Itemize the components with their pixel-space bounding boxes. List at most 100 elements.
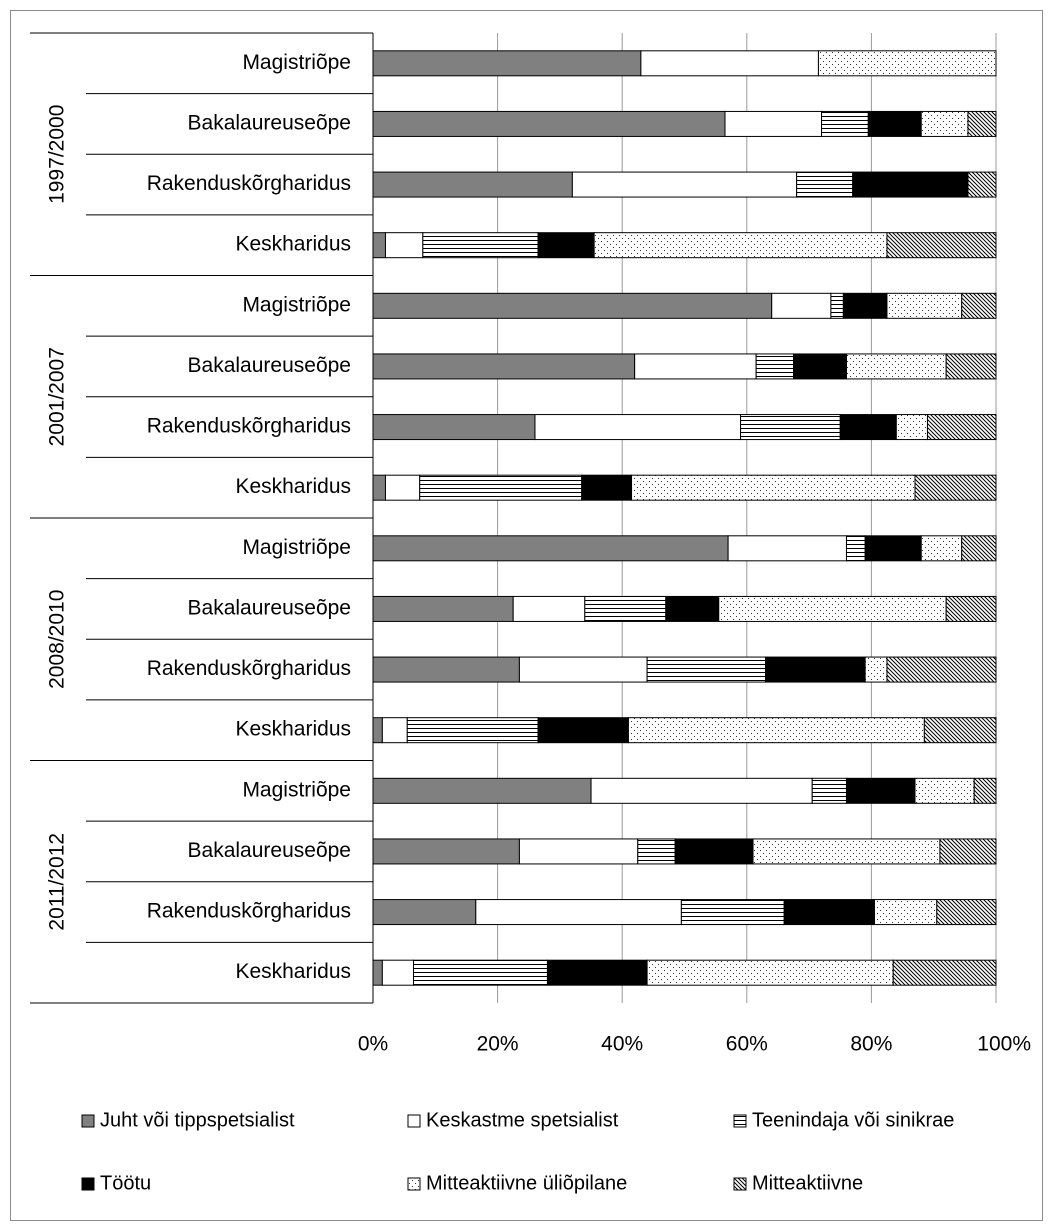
bar-segment-mitteaktiivne <box>923 717 997 744</box>
bar-segment-teenindaja-voi-sinikrae <box>811 777 847 804</box>
bar-segment-tootu <box>793 353 847 380</box>
bar-segment-mitteaktiivne <box>967 110 997 137</box>
bar-segment-juht-voi-tippspetsialist <box>372 595 514 622</box>
bar-segment-teenindaja-voi-sinikrae <box>412 959 548 986</box>
bar-segment-teenindaja-voi-sinikrae <box>406 717 539 744</box>
bar-segment-tootu <box>537 232 595 259</box>
x-tick-label: 40% <box>601 1033 643 1056</box>
category-label: Rakenduskõrgharidus <box>147 415 351 438</box>
bar-segment-mitteaktiivne <box>945 353 997 380</box>
bar-segment-teenindaja-voi-sinikrae <box>422 232 539 259</box>
x-tick-label: 80% <box>850 1033 892 1056</box>
bar-segment-mitteaktiivne-uliopilane <box>646 959 894 986</box>
category-label: Keskharidus <box>235 233 351 256</box>
bar-segment-juht-voi-tippspetsialist <box>372 959 383 986</box>
legend-swatch-mitteaktiivne-uliopilane <box>407 1177 421 1191</box>
bar-segment-mitteaktiivne <box>936 899 997 926</box>
group-label: 1997/2000 <box>46 105 69 204</box>
legend-swatch-keskastme-spetsialist <box>407 1114 421 1128</box>
bar-segment-juht-voi-tippspetsialist <box>372 414 536 441</box>
legend-label-tootu: Töötu <box>100 1172 151 1194</box>
bar-segment-keskastme-spetsialist <box>724 110 823 137</box>
bar-segment-keskastme-spetsialist <box>534 414 742 441</box>
legend-label-keskastme-spetsialist: Keskastme spetsialist <box>426 1109 619 1131</box>
bar-segment-juht-voi-tippspetsialist <box>372 50 642 77</box>
bar-segment-mitteaktiivne-uliopilane <box>920 535 963 562</box>
x-tick-label: 20% <box>477 1033 519 1056</box>
bar-segment-keskastme-spetsialist <box>518 838 639 865</box>
bar-segment-mitteaktiivne <box>961 292 997 319</box>
bar-segment-keskastme-spetsialist <box>384 232 424 259</box>
bar-segment-tootu <box>842 292 888 319</box>
bar-segment-teenindaja-voi-sinikrae <box>680 899 785 926</box>
category-label: Rakenduskõrgharidus <box>147 657 351 680</box>
bar-segment-keskastme-spetsialist <box>640 50 819 77</box>
category-label: Magistriõpe <box>242 536 351 559</box>
bar-segment-tootu <box>537 717 629 744</box>
bar-segment-mitteaktiivne <box>973 777 997 804</box>
bar-segment-teenindaja-voi-sinikrae <box>646 656 766 683</box>
legend-swatch-tootu <box>81 1177 95 1191</box>
bar-segment-mitteaktiivne-uliopilane <box>631 474 916 501</box>
bar-segment-tootu <box>674 838 754 865</box>
bar-segment-mitteaktiivne-uliopilane <box>914 777 975 804</box>
category-label: Keskharidus <box>235 718 351 741</box>
category-label: Rakenduskõrgharidus <box>147 172 351 195</box>
bar-segment-keskastme-spetsialist <box>475 899 682 926</box>
bar-segment-keskastme-spetsialist <box>571 171 798 198</box>
category-label: Bakalaureuseõpe <box>188 111 351 134</box>
x-tick-label: 0% <box>358 1033 388 1056</box>
category-label: Keskharidus <box>235 960 351 983</box>
bar-segment-mitteaktiivne <box>961 535 997 562</box>
bar-segment-mitteaktiivne-uliopilane <box>886 292 963 319</box>
category-label: Bakalaureuseõpe <box>188 596 351 619</box>
bar-segment-mitteaktiivne <box>914 474 997 501</box>
bar-segment-mitteaktiivne <box>892 959 997 986</box>
bar-segment-mitteaktiivne <box>886 232 997 259</box>
bar-segment-juht-voi-tippspetsialist <box>372 899 477 926</box>
bar-segment-keskastme-spetsialist <box>590 777 813 804</box>
bar-segment-teenindaja-voi-sinikrae <box>845 535 866 562</box>
bar-segment-teenindaja-voi-sinikrae <box>821 110 869 137</box>
bar-segment-mitteaktiivne-uliopilane <box>627 717 925 744</box>
bar-segment-juht-voi-tippspetsialist <box>372 535 729 562</box>
group-label: 2011/2012 <box>46 833 69 931</box>
bar-segment-mitteaktiivne <box>967 171 997 198</box>
category-label: Bakalaureuseõpe <box>188 839 351 862</box>
bar-segment-mitteaktiivne-uliopilane <box>895 414 928 441</box>
bar-segment-tootu <box>845 777 916 804</box>
category-label: Magistriõpe <box>242 51 351 74</box>
bar-segment-teenindaja-voi-sinikrae <box>830 292 844 319</box>
bar-segment-teenindaja-voi-sinikrae <box>755 353 795 380</box>
legend-label-mitteaktiivne-uliopilane: Mitteaktiivne üliõpilane <box>426 1172 627 1194</box>
bar-segment-tootu <box>581 474 633 501</box>
bar-segment-mitteaktiivne-uliopilane <box>864 656 888 683</box>
group-label: 2008/2010 <box>46 590 69 689</box>
bar-segment-teenindaja-voi-sinikrae <box>740 414 841 441</box>
bar-segment-juht-voi-tippspetsialist <box>372 171 573 198</box>
bar-segment-tootu <box>852 171 969 198</box>
bar-segment-tootu <box>764 656 866 683</box>
category-label: Bakalaureuseõpe <box>188 354 351 377</box>
bar-segment-keskastme-spetsialist <box>634 353 757 380</box>
legend-label-mitteaktiivne: Mitteaktiivne <box>752 1172 863 1194</box>
category-label: Magistriõpe <box>242 293 351 316</box>
bar-segment-keskastme-spetsialist <box>727 535 847 562</box>
bar-segment-mitteaktiivne-uliopilane <box>920 110 969 137</box>
bar-segment-mitteaktiivne-uliopilane <box>817 50 997 77</box>
legend-label-juht-voi-tippspetsialist: Juht või tippspetsialist <box>100 1109 295 1131</box>
bar-segment-juht-voi-tippspetsialist <box>372 777 592 804</box>
bar-segment-mitteaktiivne-uliopilane <box>874 899 938 926</box>
bar-segment-tootu <box>665 595 720 622</box>
bar-segment-juht-voi-tippspetsialist <box>372 838 520 865</box>
category-label: Rakenduskõrgharidus <box>147 900 351 923</box>
bar-segment-juht-voi-tippspetsialist <box>372 353 636 380</box>
category-label: Magistriõpe <box>242 778 351 801</box>
category-label: Keskharidus <box>235 475 351 498</box>
bar-segment-keskastme-spetsialist <box>518 656 648 683</box>
bar-segment-juht-voi-tippspetsialist <box>372 474 386 501</box>
bar-segment-mitteaktiivne <box>886 656 997 683</box>
x-tick-label: 60% <box>726 1033 768 1056</box>
bar-segment-teenindaja-voi-sinikrae <box>584 595 667 622</box>
